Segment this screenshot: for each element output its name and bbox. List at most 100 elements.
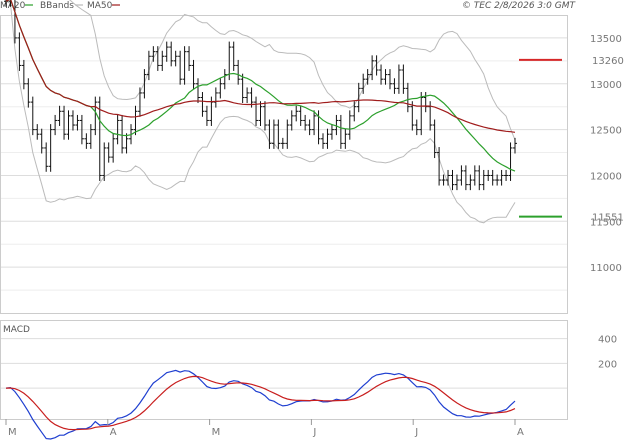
ohlc-bar	[338, 114, 343, 149]
ohlc-bar	[450, 169, 455, 191]
ma-line-ma50	[5, 0, 516, 133]
ohlc-bar	[258, 101, 263, 126]
ohlc-bar	[182, 46, 187, 85]
ohlc-bar	[191, 59, 196, 90]
ohlc-bar	[155, 46, 160, 71]
ohlc-bar	[325, 128, 330, 149]
x-tick-label: J	[312, 427, 316, 438]
ohlc-bar	[120, 114, 125, 154]
ohlc-bar	[432, 119, 437, 159]
ohlc-bar	[446, 169, 451, 186]
ohlc-bar	[410, 101, 415, 131]
moving-averages	[5, 0, 516, 172]
ohlc-bar	[146, 50, 151, 81]
ohlc-bar	[14, 0, 17, 44]
ohlc-bar	[370, 55, 375, 81]
x-tick-label: J	[414, 427, 418, 438]
macd-y-axis: 200 400	[598, 335, 617, 371]
ohlc-bar	[213, 87, 218, 108]
ohlc-bar	[383, 69, 388, 85]
ohlc-bar	[254, 96, 259, 126]
legend-label-ma50: MA50	[87, 1, 113, 11]
ohlc-bar	[115, 114, 120, 145]
ohlc-bar	[477, 165, 482, 191]
ohlc-bar	[374, 55, 379, 76]
ohlc-bar	[285, 119, 290, 149]
ohlc-bar	[303, 114, 308, 131]
x-tick-label: M	[8, 427, 17, 438]
ohlc-bar	[75, 114, 80, 131]
ohlc-bar	[513, 137, 517, 154]
ohlc-bar	[30, 96, 35, 136]
ohlc-bar	[48, 124, 53, 172]
ohlc-bar	[160, 50, 165, 71]
ohlc-bar	[124, 133, 129, 154]
ohlc-bar	[262, 101, 267, 131]
ohlc-bar	[218, 78, 223, 99]
x-tick-label: M	[212, 427, 221, 438]
bollinger-lower-line	[5, 0, 516, 224]
price-tick-label: 13500	[590, 34, 622, 45]
ma-line-ma20	[5, 0, 516, 172]
ohlc-bar	[334, 114, 339, 136]
ohlc-bar	[44, 142, 49, 172]
ohlc-bar	[111, 133, 116, 163]
ohlc-bar	[195, 78, 200, 104]
ohlc-bar	[329, 124, 334, 140]
level-markers: 13260 11551	[519, 56, 624, 224]
level-marker-label: 11551	[592, 213, 624, 224]
ohlc-bar	[70, 110, 75, 131]
ohlc-bar	[298, 105, 303, 126]
x-tick-label: A	[110, 427, 117, 438]
ohlc-bar	[137, 87, 142, 117]
ohlc-bar	[26, 78, 31, 108]
macd-signal-line	[5, 375, 516, 431]
chart-legend: MA20 BBands MA50	[0, 1, 120, 11]
price-panel-frame	[0, 15, 568, 314]
ohlc-bar	[79, 114, 84, 145]
ohlc-bar	[39, 128, 44, 154]
ohlc-bar	[401, 64, 406, 94]
ohlc-bar	[240, 73, 245, 104]
ohlc-bar	[495, 174, 500, 186]
ohlc-bar	[423, 92, 428, 113]
ohlc-bar	[508, 142, 513, 181]
macd-label: MACD	[3, 325, 30, 335]
ohlc-bar	[53, 114, 58, 136]
ohlc-bar	[419, 92, 424, 136]
ohlc-bar	[66, 110, 71, 140]
ohlc-bar	[271, 119, 276, 149]
ohlc-bar	[21, 59, 26, 90]
ohlc-bar	[307, 119, 312, 136]
ohlc-bar	[347, 110, 352, 140]
price-grid	[1, 37, 567, 291]
ohlc-bar	[365, 69, 370, 85]
ohlc-bar	[414, 119, 419, 136]
ohlc-bar	[204, 105, 209, 126]
ohlc-bar	[178, 50, 183, 85]
ohlc-bar	[276, 119, 281, 149]
ohlc-bar	[222, 69, 227, 90]
price-bars	[4, 0, 517, 191]
ohlc-bar	[312, 110, 317, 136]
price-tick-label: 13000	[590, 80, 622, 91]
ohlc-bar	[396, 64, 401, 94]
ohlc-bar	[8, 0, 11, 7]
ohlc-bar	[379, 64, 384, 85]
macd-lines	[5, 369, 516, 440]
ohlc-bar	[504, 169, 509, 181]
macd-panel-frame	[0, 320, 568, 420]
ohlc-bar	[57, 105, 62, 126]
price-tick-label: 11000	[590, 263, 622, 274]
ohlc-bar	[106, 142, 111, 163]
price-tick-label: 12500	[590, 126, 622, 137]
ohlc-bar	[321, 133, 326, 149]
ohlc-bar	[289, 110, 294, 131]
ohlc-bar	[164, 41, 169, 62]
legend-label-bbands: BBands	[40, 1, 74, 11]
price-tick-label: 12000	[590, 171, 622, 182]
ohlc-bar	[245, 87, 250, 104]
ohlc-bar	[84, 133, 89, 149]
ohlc-bar	[102, 142, 107, 181]
